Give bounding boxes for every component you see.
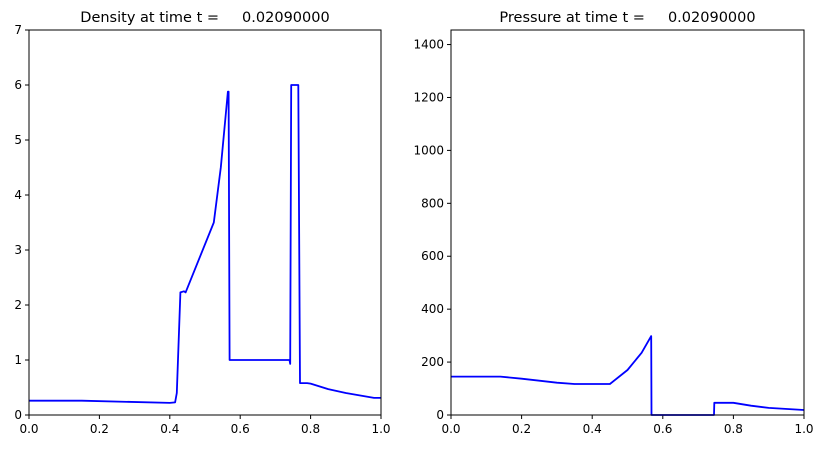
y-tick-label: 600 bbox=[421, 249, 444, 263]
plot-frame bbox=[28, 29, 382, 416]
y-tick-label: 2 bbox=[14, 298, 22, 312]
y-tick-label: 6 bbox=[14, 78, 22, 92]
y-tick-label: 4 bbox=[14, 188, 22, 202]
x-tick-label: 0.8 bbox=[301, 422, 320, 436]
y-tick-label: 200 bbox=[421, 355, 444, 369]
plot-frame bbox=[450, 29, 805, 416]
y-tick-label: 0 bbox=[14, 408, 22, 422]
chart-title: Density at time t = 0.02090000 bbox=[80, 10, 329, 26]
x-tick-label: 0.6 bbox=[653, 422, 672, 436]
density-chart: Density at time t = 0.02090000 0.0 0.2 0.4 0… bbox=[14, 10, 390, 436]
y-tick-label: 0 bbox=[436, 408, 444, 422]
x-tick-label: 0.0 bbox=[441, 422, 460, 436]
x-tick-label: 1.0 bbox=[371, 422, 390, 436]
x-tick-label: 0.4 bbox=[583, 422, 602, 436]
x-tick-label: 0.2 bbox=[90, 422, 109, 436]
y-tick-label: 5 bbox=[14, 133, 22, 147]
x-tick-label: 0.8 bbox=[724, 422, 743, 436]
x-tick-label: 0.4 bbox=[160, 422, 179, 436]
series-line bbox=[29, 84, 381, 404]
x-tick-label: 1.0 bbox=[794, 422, 813, 436]
y-tick-label: 1200 bbox=[413, 90, 444, 104]
y-tick-label: 1 bbox=[14, 353, 22, 367]
x-tick-label: 0.6 bbox=[231, 422, 250, 436]
y-tick-label: 800 bbox=[421, 196, 444, 210]
y-tick-label: 1000 bbox=[413, 143, 444, 157]
y-tick-label: 3 bbox=[14, 243, 22, 257]
y-tick-label: 7 bbox=[14, 23, 22, 37]
x-tick-label: 0.2 bbox=[512, 422, 531, 436]
y-tick-label: 1400 bbox=[413, 38, 444, 52]
series-line bbox=[451, 335, 805, 416]
x-tick-label: 0.0 bbox=[19, 422, 38, 436]
y-tick-label: 400 bbox=[421, 302, 444, 316]
pressure-chart: Pressure at time t = 0.02090000 0.0 0.2 0.4… bbox=[413, 10, 813, 436]
chart-title: Pressure at time t = 0.02090000 bbox=[499, 10, 755, 26]
